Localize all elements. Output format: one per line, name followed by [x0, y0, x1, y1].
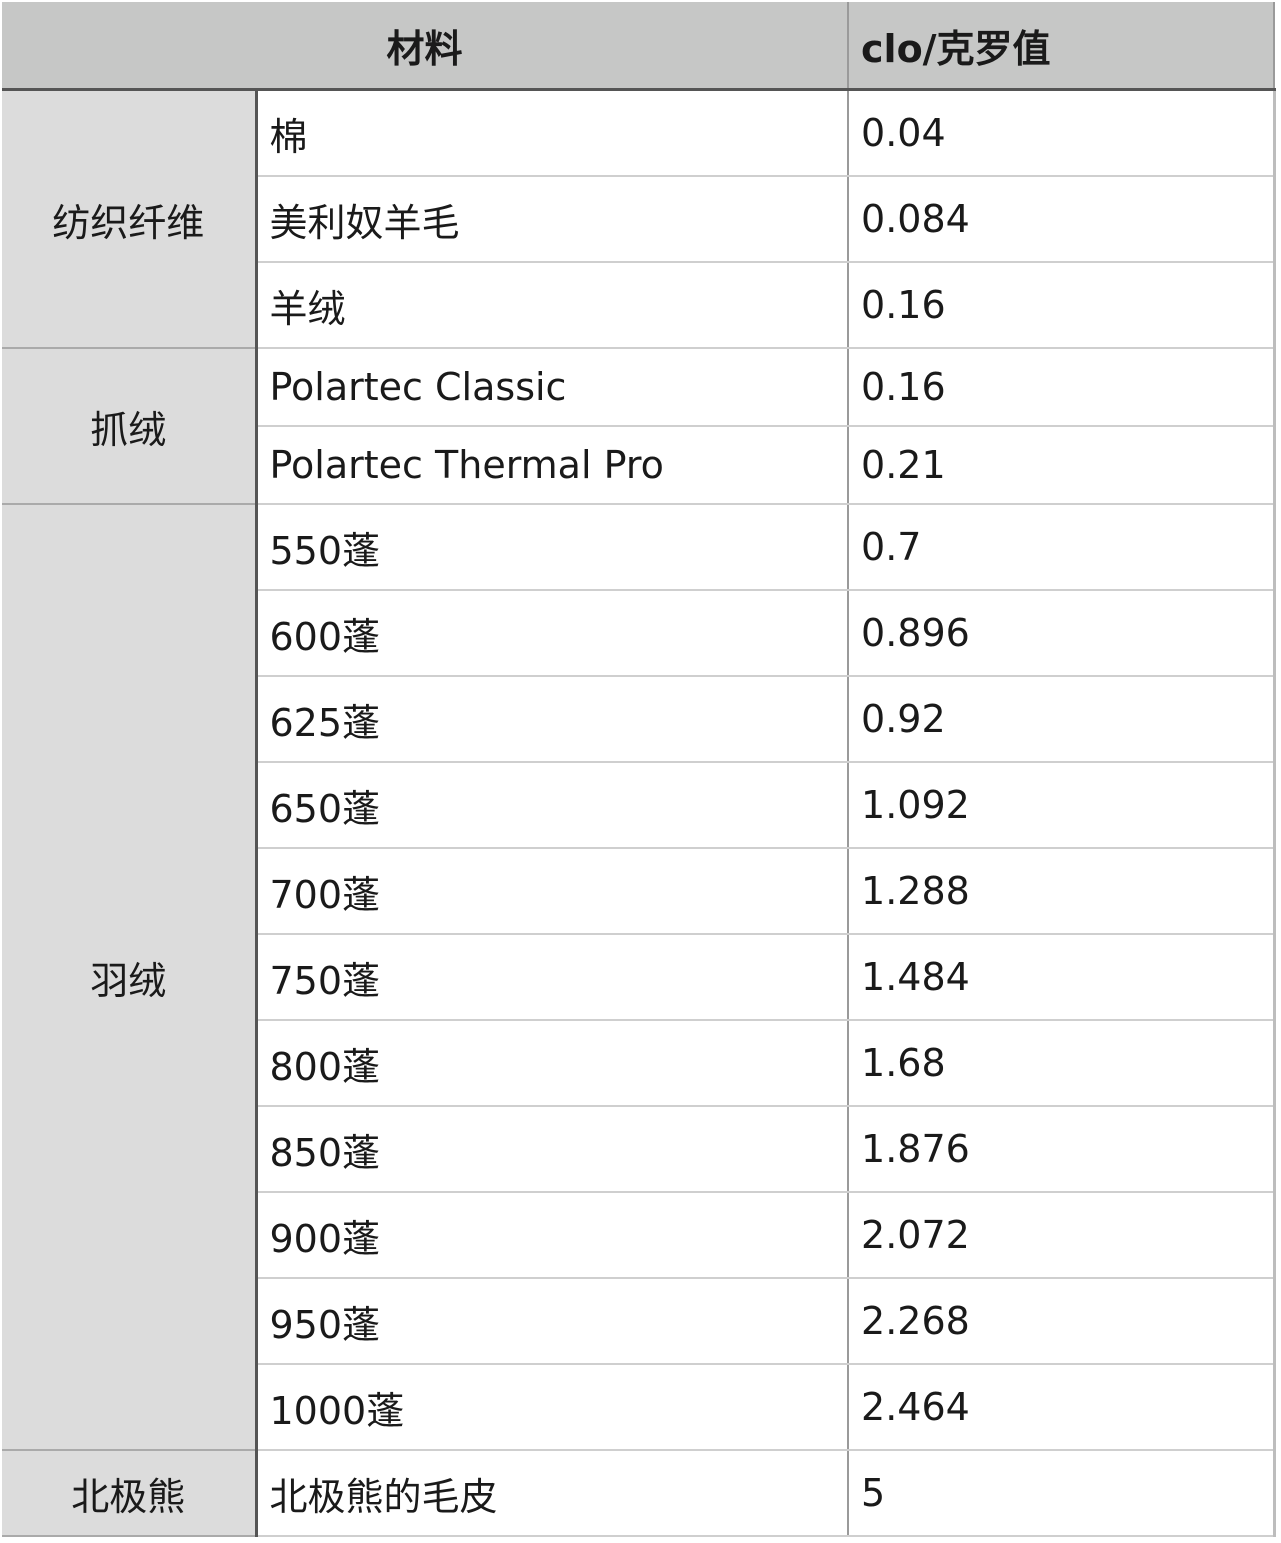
material-cell: 600蓬: [256, 590, 850, 677]
category-cell: 北极熊: [2, 1450, 258, 1537]
clo-value-cell: 1.68: [848, 1020, 1276, 1107]
header-row: 材料 clo/克罗值: [2, 2, 1276, 91]
category-cell: 抓绒: [2, 348, 258, 505]
material-cell: 850蓬: [256, 1106, 850, 1193]
table-row: 美利奴羊毛 0.084: [2, 176, 1276, 263]
clo-value-cell: 1.876: [848, 1106, 1276, 1193]
clo-value-cell: 2.072: [848, 1192, 1276, 1279]
clo-value-cell: 0.896: [848, 590, 1276, 677]
table-row: 羊绒 0.16: [2, 262, 1276, 349]
material-cell: 800蓬: [256, 1020, 850, 1107]
table-row: 600蓬 0.896: [2, 590, 1276, 677]
table-row: 625蓬 0.92: [2, 676, 1276, 763]
table-row: Polartec Thermal Pro 0.21: [2, 426, 1276, 505]
category-cell: 羽绒: [2, 504, 258, 1451]
clo-value-cell: 5: [848, 1450, 1276, 1537]
category-cell: 纺织纤维: [2, 89, 258, 349]
material-cell: 750蓬: [256, 934, 850, 1021]
table-row: 850蓬 1.876: [2, 1106, 1276, 1193]
clo-value-cell: 0.04: [848, 89, 1276, 177]
material-cell: 650蓬: [256, 762, 850, 849]
material-cell: 550蓬: [256, 504, 850, 591]
clo-value-cell: 2.464: [848, 1364, 1276, 1451]
table-row: 抓绒 Polartec Classic 0.16: [2, 348, 1276, 505]
table-row: 750蓬 1.484: [2, 934, 1276, 1021]
material-cell: Polartec Classic: [256, 348, 850, 427]
clo-value-cell: 0.7: [848, 504, 1276, 591]
material-cell: 棉: [256, 89, 850, 177]
table-row: 650蓬 1.092: [2, 762, 1276, 849]
material-cell: 900蓬: [256, 1192, 850, 1279]
clo-value-cell: 1.484: [848, 934, 1276, 1021]
header-material: 材料: [2, 2, 850, 91]
clo-value-cell: 2.268: [848, 1278, 1276, 1365]
material-cell: 羊绒: [256, 262, 850, 349]
table-row: 800蓬 1.68: [2, 1020, 1276, 1107]
clo-value-cell: 1.288: [848, 848, 1276, 935]
table-row: 900蓬 2.072: [2, 1192, 1276, 1279]
material-cell: 950蓬: [256, 1278, 850, 1365]
header-clo: clo/克罗值: [848, 2, 1276, 91]
table-row: 1000蓬 2.464: [2, 1364, 1276, 1451]
material-cell: 北极熊的毛皮: [256, 1450, 850, 1537]
table-row: 950蓬 2.268: [2, 1278, 1276, 1365]
material-cell: 1000蓬: [256, 1364, 850, 1451]
table-row: 羽绒 550蓬 0.7: [2, 504, 1276, 1451]
material-cell: 美利奴羊毛: [256, 176, 850, 263]
table-row: 700蓬 1.288: [2, 848, 1276, 935]
clo-value-cell: 0.21: [848, 426, 1276, 505]
material-cell: 700蓬: [256, 848, 850, 935]
clo-value-cell: 0.16: [848, 262, 1276, 349]
table-row: 北极熊 北极熊的毛皮 5: [2, 1450, 1276, 1537]
clo-value-cell: 1.092: [848, 762, 1276, 849]
table-row: 纺织纤维棉 0.04: [2, 89, 1276, 349]
clo-value-cell: 0.084: [848, 176, 1276, 263]
material-cell: 625蓬: [256, 676, 850, 763]
clo-value-cell: 0.92: [848, 676, 1276, 763]
clo-value-cell: 0.16: [848, 348, 1276, 427]
material-cell: Polartec Thermal Pro: [256, 426, 850, 505]
